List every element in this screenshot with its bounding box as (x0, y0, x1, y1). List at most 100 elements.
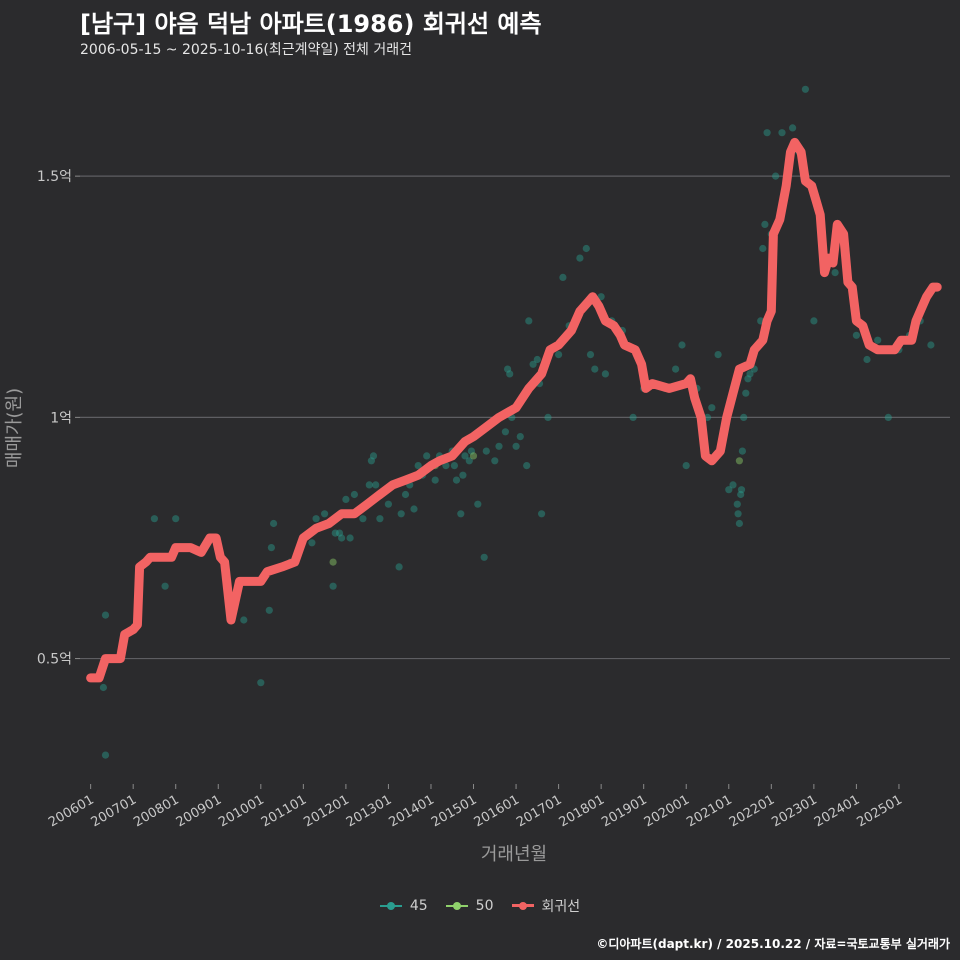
x-axis-label: 거래년월 (481, 844, 547, 865)
x-tick-label: 202101 (684, 792, 734, 830)
data-point-45 (329, 582, 337, 590)
data-point-45 (863, 355, 871, 364)
data-point-45 (265, 606, 273, 614)
chart-subtitle: 2006-05-15 ~ 2025-10-16(최근계약일) 전체 거래건 (80, 42, 412, 58)
data-point-45 (270, 519, 278, 528)
data-point-45 (559, 273, 567, 281)
data-point-45 (414, 462, 422, 470)
x-tick-label: 201001 (216, 792, 266, 830)
data-point-45 (555, 351, 563, 359)
data-point-45 (591, 365, 599, 373)
x-tick-label: 200801 (131, 792, 181, 830)
data-point-45 (533, 355, 541, 364)
data-point-45 (576, 254, 584, 262)
data-point-45 (410, 505, 418, 513)
regression-line-layer (86, 137, 942, 683)
legend-item-50: 50 (445, 896, 494, 916)
data-point-45 (927, 341, 935, 349)
data-point-45 (538, 510, 546, 518)
x-tick-label: 202201 (727, 792, 777, 830)
data-point-45 (482, 447, 490, 455)
x-tick-label: 202401 (812, 792, 862, 830)
data-point-45 (737, 486, 746, 494)
data-point-45 (312, 515, 320, 523)
data-point-45 (467, 447, 475, 455)
data-point-45 (516, 433, 524, 441)
data-point-45 (761, 220, 769, 228)
data-point-45 (725, 486, 733, 494)
data-point-45 (597, 293, 605, 301)
x-tick-label: 201101 (259, 792, 309, 830)
legend-label-regression: 회귀선 (541, 899, 581, 915)
x-tick-label: 201401 (386, 792, 436, 830)
data-point-45 (831, 269, 839, 277)
legend-key-45 (379, 897, 402, 915)
x-tick-label: 201701 (514, 792, 564, 830)
data-point-45 (101, 751, 110, 759)
data-point-45 (99, 683, 107, 692)
data-point-45 (506, 370, 514, 378)
data-point-50 (469, 452, 478, 460)
data-point-45 (331, 529, 339, 537)
data-point-45 (346, 534, 354, 542)
data-point-45 (759, 244, 767, 253)
legend-label-45: 45 (409, 898, 428, 914)
legend-item-regression: 회귀선 (511, 896, 581, 916)
regression-line (86, 137, 942, 683)
y-tick-label: 0.5억 (37, 652, 72, 668)
data-point-45 (672, 365, 680, 373)
data-point-45 (789, 124, 797, 132)
data-point-45 (512, 442, 520, 450)
data-point-45 (801, 85, 810, 93)
data-point-45 (733, 500, 741, 508)
data-point-45 (335, 529, 344, 537)
data-point-45 (629, 413, 637, 421)
data-point-45 (452, 476, 461, 484)
data-point-45 (586, 351, 595, 359)
data-point-45 (735, 519, 744, 528)
y-tick-label: 1.5억 (37, 169, 72, 185)
data-point-45 (582, 244, 590, 253)
x-tick-label: 200601 (46, 792, 96, 830)
data-point-45 (350, 490, 358, 499)
data-point-45 (457, 510, 465, 518)
x-tick-label: 201301 (344, 792, 394, 830)
data-point-45 (372, 481, 380, 489)
source-caption: ©디아파트(dapt.kr) / 2025.10.22 / 자료=국토교통부 실… (596, 937, 950, 951)
legend-key-50 (445, 897, 468, 915)
y-axis-label: 매매가(원) (4, 388, 25, 468)
x-tick-label: 202001 (642, 792, 692, 830)
legend-label-50: 50 (475, 898, 494, 914)
data-point-45 (365, 481, 373, 489)
y-tick-label: 1억 (50, 410, 72, 426)
data-point-45 (450, 462, 458, 470)
data-point-45 (461, 452, 469, 460)
data-point-45 (772, 172, 780, 180)
data-point-45 (852, 331, 861, 339)
data-point-45 (682, 462, 690, 470)
data-point-45 (150, 515, 158, 523)
legend-item-45: 45 (379, 896, 428, 916)
data-point-45 (240, 616, 248, 624)
data-point-45 (810, 317, 818, 325)
chart-title: [남구] 야음 덕남 아파트(1986) 회귀선 예측 (80, 10, 542, 38)
data-point-45 (740, 413, 748, 421)
data-point-45 (742, 389, 750, 397)
data-point-45 (342, 495, 350, 503)
x-tick-label: 201201 (301, 792, 351, 830)
x-tick-label: 202501 (854, 792, 904, 830)
data-point-45 (397, 510, 405, 518)
data-point-45 (738, 447, 747, 455)
data-point-50 (735, 457, 744, 465)
data-point-45 (423, 452, 431, 460)
data-point-45 (431, 476, 439, 484)
x-tick-label: 200701 (89, 792, 139, 830)
data-point-45 (474, 500, 482, 508)
data-point-45 (161, 582, 169, 590)
data-point-45 (708, 404, 716, 412)
x-tick-label: 200901 (174, 792, 224, 830)
data-point-45 (369, 452, 378, 460)
data-point-45 (525, 317, 533, 325)
y-axis-ticks: 0.5억 1억 1.5억 (37, 169, 80, 668)
x-axis-ticks: 2006012007012008012009012010012011012012… (46, 784, 905, 830)
